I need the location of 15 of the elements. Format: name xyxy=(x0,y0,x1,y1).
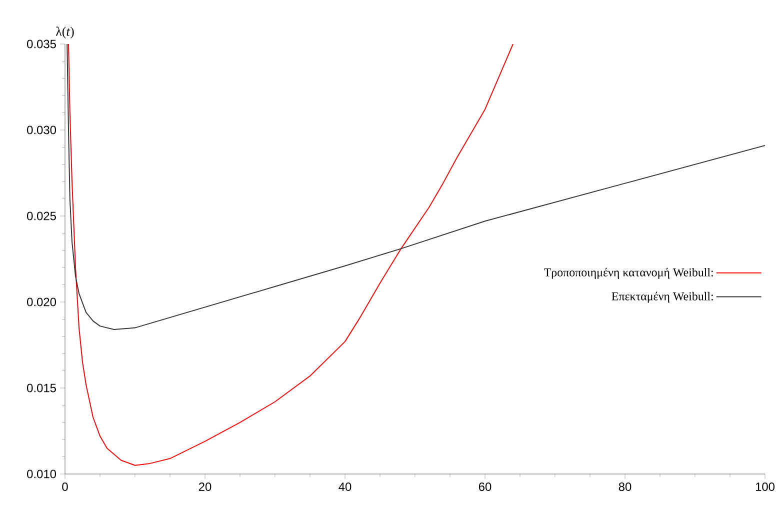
y-tick-label: 0.020 xyxy=(27,298,56,306)
legend-label: Επεκταμένη Weibull: xyxy=(612,292,713,303)
y-tick-label: 0.015 xyxy=(27,384,56,392)
x-tick-label: 100 xyxy=(756,482,775,491)
y-tick-label: 0.010 xyxy=(27,470,56,478)
y-axis-title: λ(t) xyxy=(56,26,74,38)
x-tick-label: 20 xyxy=(198,482,212,491)
x-tick-label: 80 xyxy=(618,482,632,491)
y-tick-label: 0.035 xyxy=(27,40,56,48)
y-tick-label: 0.025 xyxy=(27,212,56,220)
x-tick-label: 40 xyxy=(338,482,352,491)
legend-label: Τροποποιημένη κατανομή Weibull: xyxy=(544,268,713,279)
x-tick-label: 60 xyxy=(478,482,492,491)
y-tick-label: 0.030 xyxy=(27,126,56,134)
x-tick-label: 0 xyxy=(62,482,68,491)
